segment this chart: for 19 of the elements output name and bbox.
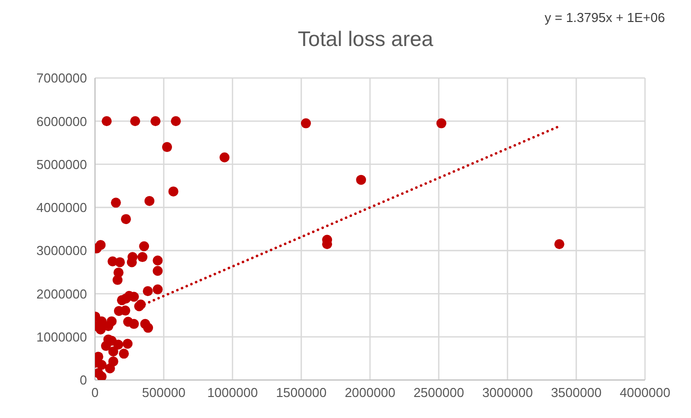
x-tick-label: 1500000 xyxy=(276,385,327,400)
x-tick-label: 3500000 xyxy=(550,385,602,400)
y-tick-label: 4000000 xyxy=(36,200,87,216)
x-tick-label: 0 xyxy=(91,385,99,400)
text: y = 1.3795x + 1E+06 xyxy=(544,10,665,25)
x-tick-label: 2500000 xyxy=(413,385,464,400)
y-tick-label: 5000000 xyxy=(36,156,87,172)
y-tick-label: 0 xyxy=(80,372,87,388)
x-tick-label: 1000000 xyxy=(207,385,258,400)
y-tick-label: 1000000 xyxy=(36,329,87,344)
x-tick-label: 3000000 xyxy=(482,385,533,400)
y-tick-label: 2000000 xyxy=(36,286,87,302)
x-tick-label: 500000 xyxy=(142,385,186,400)
y-tick-label: 3000000 xyxy=(36,243,87,258)
y-tick-label: 7000000 xyxy=(36,70,87,86)
x-tick-label: 4000000 xyxy=(620,385,670,400)
chart-title: Total loss area xyxy=(296,28,434,52)
x-tick-label: 2000000 xyxy=(344,385,396,400)
y-tick-label: 6000000 xyxy=(36,114,87,129)
